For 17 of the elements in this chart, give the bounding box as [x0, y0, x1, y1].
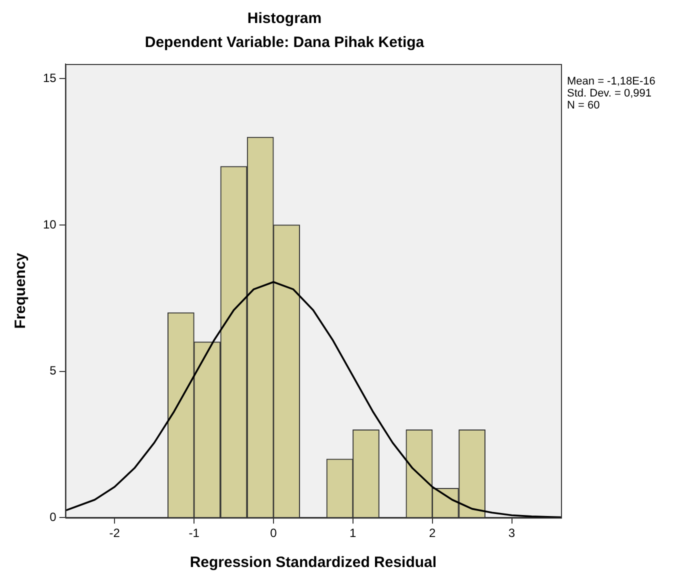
x-tick-label: -1: [188, 526, 200, 540]
text: Std. Dev. = 0,991: [567, 88, 652, 100]
text: Mean = -1,18E-16: [567, 76, 656, 88]
y-tick-label: 0: [50, 510, 57, 524]
text: N = 60: [567, 100, 600, 112]
x-tick-label: 3: [508, 526, 516, 540]
y-tick-label: 15: [42, 70, 57, 85]
x-tick-label: 2: [428, 526, 436, 540]
x-axis-title: Regression Standardized Residual: [190, 554, 437, 572]
chart-subtitle: Dependent Variable: Dana Pihak Ketiga: [144, 34, 425, 52]
y-axis-title: Frequency: [12, 252, 30, 329]
x-tick-label: 0: [270, 526, 278, 540]
y-tick-label: 10: [42, 217, 57, 232]
chart-title: Histogram: [247, 10, 322, 28]
y-tick-label: 5: [50, 364, 57, 378]
x-tick-label: 1: [350, 526, 357, 540]
x-tick-label: -2: [109, 526, 120, 540]
